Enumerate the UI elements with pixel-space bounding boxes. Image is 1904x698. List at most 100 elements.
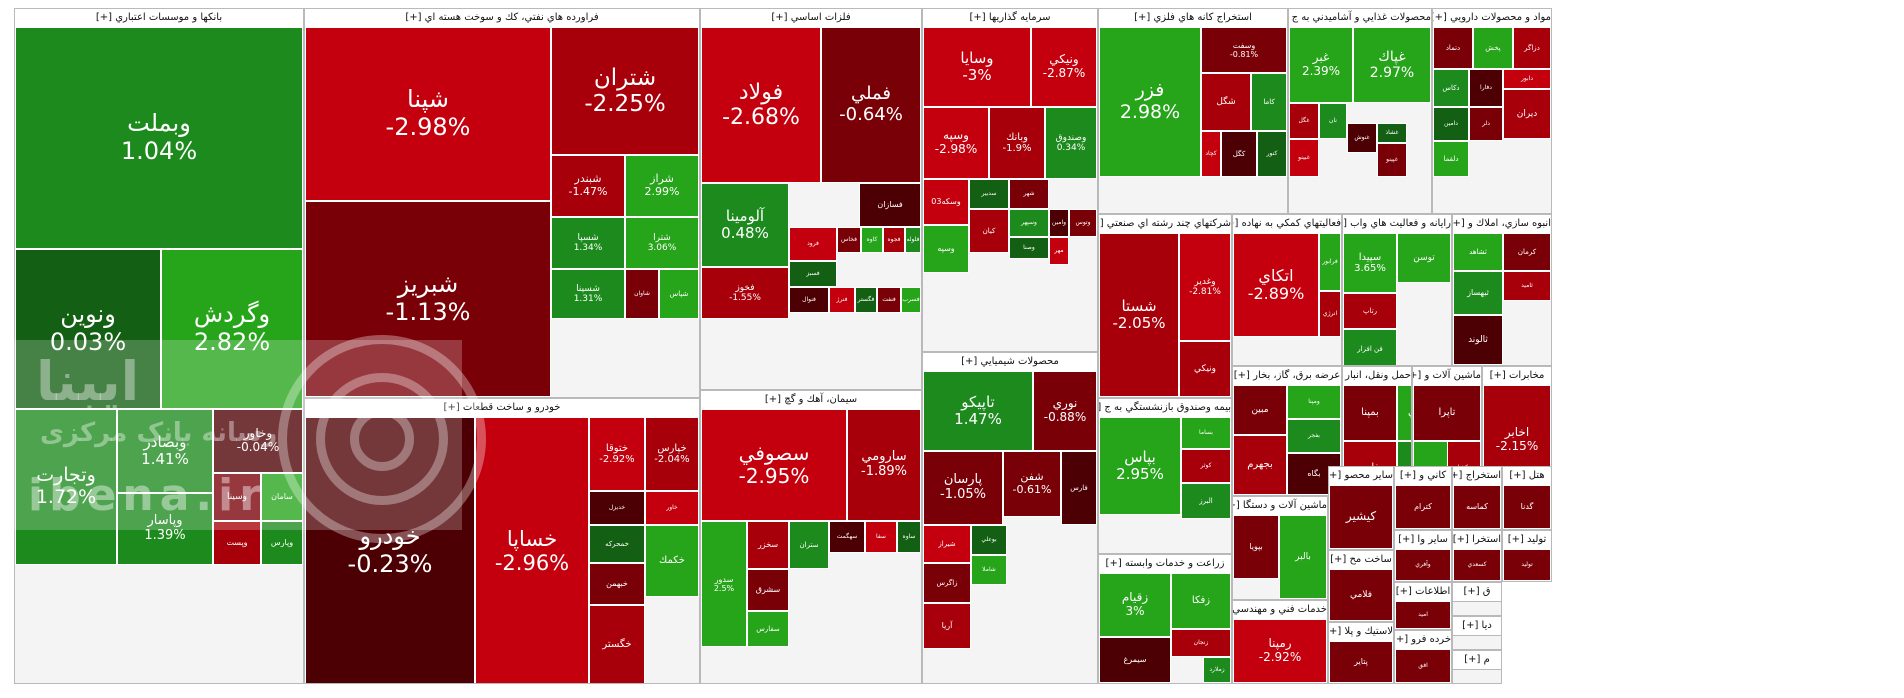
treemap-tile[interactable]: فجوه [883, 227, 905, 253]
sector-header[interactable]: بانکها و موسسات اعتباري [+] [15, 9, 303, 28]
sector-header[interactable]: محصولات شيميايي [+] [923, 353, 1097, 372]
sector-group[interactable]: خدمات فني و مهندسي [+]رمپنا-2.92% [1232, 600, 1328, 684]
treemap-tile[interactable]: سامان [261, 473, 303, 521]
treemap-tile[interactable]: نوري -0.88% [1033, 371, 1097, 451]
treemap-tile[interactable]: بوعلي [971, 525, 1007, 555]
treemap-tile[interactable]: بساما [1181, 417, 1231, 449]
sector-header[interactable]: ماشين آلات و دستگا [+] [1233, 497, 1327, 516]
treemap-tile[interactable]: ثشاهد [1453, 233, 1503, 271]
treemap-tile[interactable]: پارسان -1.05% [923, 451, 1003, 525]
sector-group[interactable]: سرمايه گذاريها [+] وسايا -3% ونيكي -2.87% وسپ… [922, 8, 1098, 352]
treemap-tile[interactable]: رتاپ [1343, 293, 1397, 329]
treemap-tile[interactable]: شاوان [625, 269, 659, 319]
treemap-tile[interactable]: افق [1395, 649, 1451, 683]
treemap-tile[interactable]: زاگرس [923, 563, 971, 603]
sector-header[interactable]: انبوه سازي، املاك و [+] [1453, 215, 1551, 234]
sector-header[interactable]: سيمان، آهك و گچ [+] [701, 391, 921, 410]
sector-group[interactable]: خرده فرو [+] افق [1394, 630, 1452, 684]
treemap-tile[interactable]: پتاير [1329, 641, 1393, 683]
sector-group[interactable]: م [+] [1452, 650, 1502, 684]
sector-header[interactable]: بيمه وصندوق بازنشستگي به ج [+] [1099, 399, 1231, 418]
treemap-tile[interactable]: فن افزار [1343, 329, 1397, 365]
treemap-tile[interactable]: غبينو [1289, 139, 1319, 177]
sector-header[interactable]: اطلاعات [+] [1395, 583, 1451, 602]
treemap-tile[interactable]: كچاد [1201, 131, 1221, 177]
treemap-tile[interactable]: فزر 2.98% [1099, 27, 1201, 177]
treemap-tile[interactable]: ساوه [897, 521, 921, 553]
treemap-tile[interactable]: سصوفي -2.95% [701, 409, 847, 521]
treemap-tile[interactable]: وسايا -3% [923, 27, 1031, 107]
sector-group[interactable]: بيمه وصندوق بازنشستگي به ج [+] بپاس 2.95% ب… [1098, 398, 1232, 554]
treemap-tile[interactable]: سپيدا 3.65% [1343, 233, 1397, 293]
treemap-tile[interactable]: وسفت -0.81% [1201, 27, 1287, 73]
treemap-tile[interactable]: ستران [789, 521, 829, 569]
treemap-tile[interactable]: فلامي [1329, 569, 1393, 621]
sector-group[interactable]: رايانه و فعاليت هاي واب [+]سپيدا3.65%توس… [1342, 214, 1452, 366]
treemap-tile[interactable]: ونيكي -2.87% [1031, 27, 1097, 107]
sector-group[interactable]: فراورده هاي نفتي، كك و سوخت هسته اي [+] ش… [304, 8, 700, 398]
treemap-tile[interactable]: فخاس [837, 227, 861, 253]
treemap-tile[interactable]: مبين [1233, 385, 1287, 435]
treemap-tile[interactable]: وسپه -2.98% [923, 107, 989, 179]
sector-header[interactable]: خدمات فني و مهندسي [+] [1233, 601, 1327, 620]
treemap-tile[interactable]: ديران [1503, 89, 1551, 139]
sector-group[interactable]: شركتهاي چند رشته اي صنعتي [+] شستا -2.05% و… [1098, 214, 1232, 398]
treemap-tile[interactable]: فرود [789, 227, 837, 261]
sector-group[interactable]: ق [+] [1452, 582, 1502, 616]
treemap-tile[interactable]: سخزر [747, 521, 789, 569]
treemap-tile[interactable]: ثبهساز [1453, 271, 1503, 315]
sector-group[interactable]: خودرو و ساخت قطعات [+] خودرو -0.23% خساپا -2… [304, 398, 700, 684]
treemap-tile[interactable]: خپارس -2.04% [645, 417, 699, 491]
sector-header[interactable]: توليد [+] [1503, 531, 1551, 550]
treemap-tile[interactable]: فسرب [901, 287, 921, 313]
treemap-tile[interactable]: ثامید [1503, 271, 1551, 301]
sector-header[interactable]: هتل [+] [1503, 467, 1551, 486]
treemap-tile[interactable]: وآفري [1395, 549, 1451, 581]
sector-header[interactable]: ساير محصو [+] [1329, 467, 1393, 486]
treemap-tile[interactable]: زفكا [1171, 573, 1231, 629]
treemap-tile[interactable]: وسپهر [1009, 209, 1049, 237]
sector-group[interactable]: استخراج [+] كماسه [1452, 466, 1502, 530]
treemap-tile[interactable]: شسپا 1.34% [551, 217, 625, 269]
treemap-tile[interactable]: شيراز [923, 525, 971, 563]
treemap-tile[interactable]: ختوقا -2.92% [589, 417, 645, 491]
treemap-tile[interactable]: پخش [1473, 27, 1513, 69]
sector-header[interactable]: فعاليتهاي كمكي به نهاده [+] [1233, 215, 1341, 234]
treemap-tile[interactable]: فلوله [905, 227, 921, 253]
treemap-tile[interactable]: خديزل [589, 491, 645, 525]
treemap-tile[interactable]: فسبز [789, 261, 837, 287]
treemap-tile[interactable]: تاپيكو 1.47% [923, 371, 1033, 451]
treemap-tile[interactable]: وبانك -1.9% [989, 107, 1045, 179]
treemap-tile[interactable]: توسن [1397, 233, 1451, 283]
treemap-tile[interactable]: اتكاي -2.89% [1233, 233, 1319, 337]
sector-group[interactable]: فعاليتهاي كمكي به نهاده [+] اتكاي -2.89% فر… [1232, 214, 1342, 366]
sector-header[interactable]: شركتهاي چند رشته اي صنعتي [+] [1099, 215, 1231, 234]
treemap-tile[interactable]: بمپنا [1343, 385, 1397, 441]
treemap-tile[interactable]: بفجر [1287, 419, 1341, 453]
sector-header[interactable]: عرضه برق، گاز، بخار [+] [1233, 367, 1341, 386]
treemap-tile[interactable]: سفا [865, 521, 897, 553]
treemap-tile[interactable]: نان [1319, 103, 1347, 139]
treemap-tile[interactable]: شستا -2.05% [1099, 233, 1179, 397]
treemap-tile[interactable]: كوثر [1181, 449, 1231, 483]
treemap-tile[interactable]: شبندر -1.47% [551, 155, 625, 217]
treemap-tile[interactable]: شگل [1201, 73, 1251, 131]
sector-group[interactable]: انبوه سازي، املاك و [+] كرمان ثشاهد ثامید ثب… [1452, 214, 1552, 366]
treemap-tile[interactable]: زقيام 3% [1099, 573, 1171, 637]
treemap-tile[interactable]: سارومي -1.89% [847, 409, 921, 521]
treemap-tile[interactable]: غپاك 2.97% [1353, 27, 1431, 103]
sector-group[interactable]: عرضه برق، گاز، بخار [+] مبين ومپنا بجهرم بفج… [1232, 366, 1342, 496]
sector-header[interactable]: كاني و [+] [1395, 467, 1451, 486]
treemap-tile[interactable]: كاوه [861, 227, 883, 253]
treemap-tile[interactable]: وگردش 2.82% [161, 249, 303, 409]
treemap-tile[interactable]: بپاس 2.95% [1099, 417, 1181, 515]
treemap-tile[interactable]: شسينا 1.31% [551, 269, 625, 319]
sector-header[interactable]: ماشين آلات و [+] [1413, 367, 1481, 386]
treemap-tile[interactable]: آريا [923, 603, 971, 649]
treemap-tile[interactable]: دكاس [1433, 69, 1469, 107]
sector-header[interactable]: زراعت و خدمات وابسته [+] [1099, 555, 1231, 574]
treemap-tile[interactable]: شراز 2.99% [625, 155, 699, 217]
sector-group[interactable]: محصولات غذايي و آشاميدني به ج [+]غبر2.39… [1288, 8, 1432, 214]
treemap-tile[interactable]: وتجارت 1.72% [15, 409, 117, 565]
treemap-tile[interactable]: فملي -0.64% [821, 27, 921, 183]
